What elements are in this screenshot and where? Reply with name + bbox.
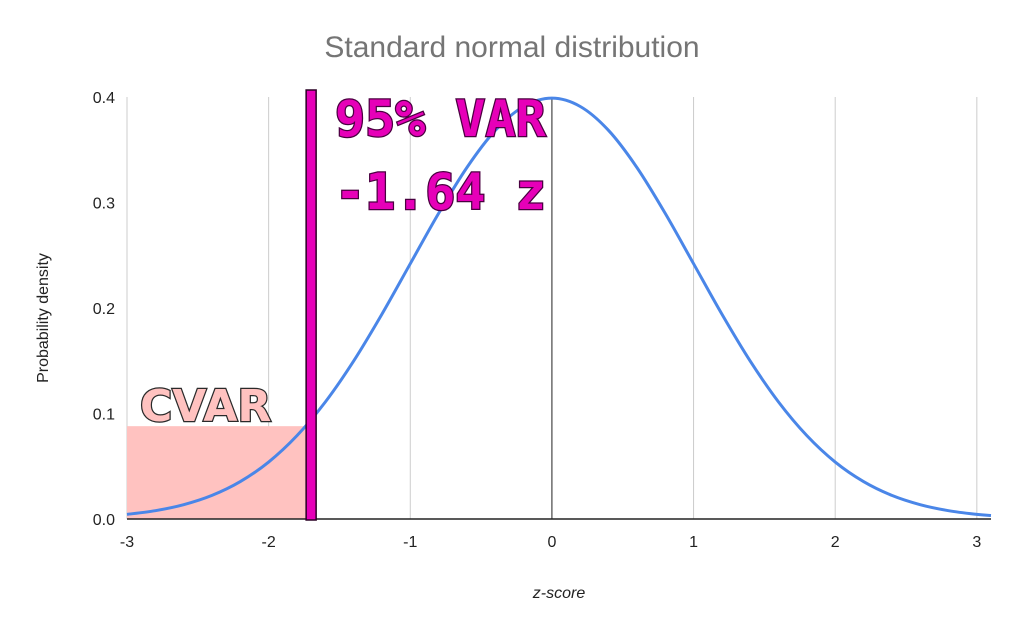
y-axis-label: Probability density (35, 253, 52, 383)
x-tick-label-2: -1 (403, 534, 417, 551)
cvar-label: CVAR (140, 381, 271, 432)
y-tick-labels: 0.0 0.1 0.2 0.3 0.4 (93, 90, 115, 529)
y-tick-label-0: 0.0 (93, 512, 115, 529)
chart-title: Standard normal distribution (324, 31, 699, 64)
x-tick-label-0: -3 (120, 534, 134, 551)
x-tick-label-5: 2 (831, 534, 840, 551)
x-tick-label-1: -2 (262, 534, 276, 551)
y-tick-label-3: 0.3 (93, 196, 115, 213)
var-line (305, 89, 317, 521)
x-tick-labels: -3 -2 -1 0 1 2 3 (120, 534, 982, 551)
cvar-region (127, 426, 306, 519)
var-label-line1: 95% VAR (335, 90, 547, 148)
x-tick-label-4: 1 (689, 534, 698, 551)
y-tick-label-4: 0.4 (93, 90, 115, 107)
x-axis-label: z-score (532, 585, 586, 602)
x-tick-label-3: 0 (547, 534, 556, 551)
y-tick-label-2: 0.2 (93, 301, 115, 318)
density-curve (126, 96, 992, 518)
y-tick-label-1: 0.1 (93, 407, 115, 424)
var-label-line2: -1.64 z (335, 163, 546, 221)
x-tick-label-6: 3 (972, 534, 981, 551)
